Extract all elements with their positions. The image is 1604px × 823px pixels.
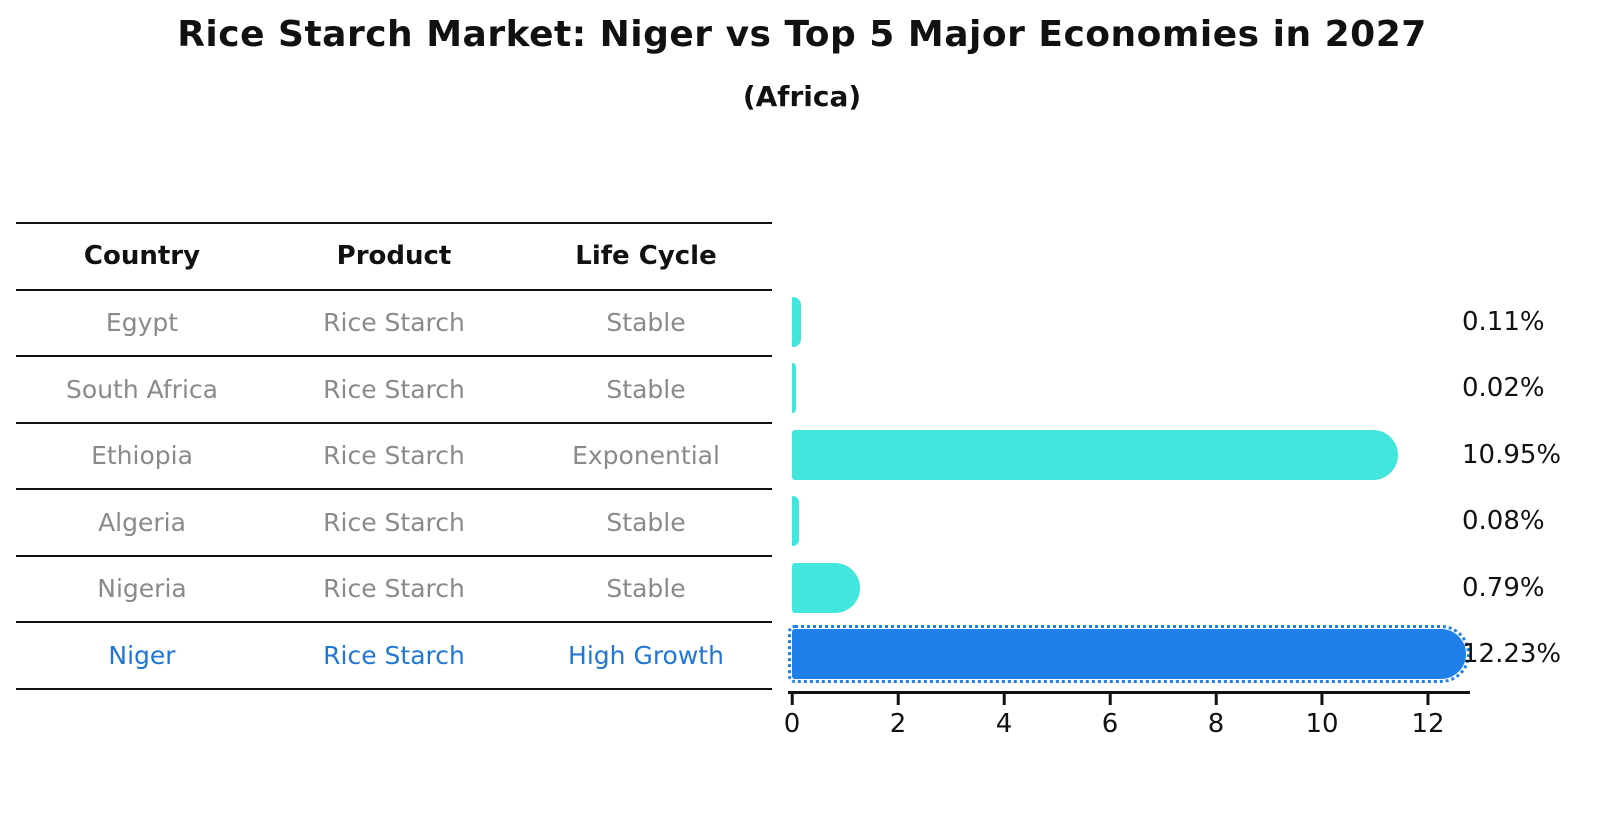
bar: [792, 296, 801, 347]
bar-value-label: 12.23%: [1462, 639, 1562, 670]
tick-mark: [1002, 694, 1006, 705]
bar-value-label: 0.08%: [1462, 506, 1545, 537]
x-tick: 2: [889, 694, 907, 739]
table-row-niger-highlight: Niger Rice Starch High Growth: [16, 621, 772, 688]
cell-country: Nigeria: [97, 574, 187, 604]
cell-product: Rice Starch: [323, 441, 465, 471]
bar-value-label: 0.02%: [1462, 373, 1545, 404]
cell-country: Algeria: [98, 507, 186, 537]
table-row: Nigeria Rice Starch Stable: [16, 554, 772, 622]
bar-value-label: 10.95%: [1462, 439, 1562, 470]
cell-life-cycle: Exponential: [572, 441, 720, 471]
table-row: South Africa Rice Starch Stable: [16, 355, 772, 422]
tick-label: 0: [783, 709, 801, 739]
tick-mark: [1426, 694, 1430, 705]
tick-mark: [896, 694, 900, 705]
column-header-life-cycle: Life Cycle: [575, 241, 717, 272]
tick-label: 2: [889, 709, 907, 739]
tick-mark: [1320, 694, 1324, 705]
cell-life-cycle: Stable: [606, 308, 686, 338]
column-header-product: Product: [336, 241, 452, 272]
tick-mark: [1214, 694, 1218, 705]
tick-label: 10: [1305, 709, 1339, 739]
cell-country: South Africa: [66, 374, 218, 404]
bar: [792, 363, 797, 414]
bar: [792, 429, 1399, 480]
cell-product: Rice Starch: [323, 374, 465, 404]
x-tick: 10: [1305, 694, 1339, 739]
cell-product: Rice Starch: [323, 574, 465, 604]
cell-product: Rice Starch: [323, 640, 465, 670]
cell-country: Niger: [108, 640, 176, 670]
bar: [792, 562, 860, 613]
table-row: Egypt Rice Starch Stable: [16, 288, 772, 356]
x-tick: 4: [995, 694, 1013, 739]
x-tick: 6: [1101, 694, 1119, 739]
tick-label: 4: [995, 709, 1013, 739]
cell-country: Ethiopia: [91, 441, 193, 471]
cell-life-cycle: Stable: [606, 374, 686, 404]
bar: [787, 625, 1471, 684]
cell-life-cycle: Stable: [606, 507, 686, 537]
tick-label: 12: [1411, 709, 1445, 739]
x-axis-line: [788, 691, 1470, 694]
cell-product: Rice Starch: [323, 308, 465, 338]
x-tick: 0: [783, 694, 801, 739]
tick-label: 6: [1101, 709, 1119, 739]
x-tick: 8: [1207, 694, 1225, 739]
info-table: Country Product Life Cycle Egypt Rice St…: [16, 222, 772, 690]
chart-title: Rice Starch Market: Niger vs Top 5 Major…: [177, 14, 1427, 55]
cell-product: Rice Starch: [323, 507, 465, 537]
tick-mark: [790, 694, 794, 705]
table-header-row: Country Product Life Cycle: [16, 222, 772, 289]
bar-value-label: 0.79%: [1462, 572, 1545, 603]
table-row: Algeria Rice Starch Stable: [16, 488, 772, 555]
chart-subtitle: (Africa): [742, 80, 862, 113]
cell-country: Egypt: [105, 308, 179, 338]
cell-life-cycle: Stable: [606, 574, 686, 604]
x-tick: 12: [1411, 694, 1445, 739]
column-header-country: Country: [83, 241, 201, 272]
bar: [792, 496, 800, 547]
cell-life-cycle: High Growth: [568, 640, 724, 670]
tick-mark: [1108, 694, 1112, 705]
bar-value-label: 0.11%: [1462, 306, 1545, 337]
table-row: Ethiopia Rice Starch Exponential: [16, 421, 772, 489]
tick-label: 8: [1207, 709, 1225, 739]
